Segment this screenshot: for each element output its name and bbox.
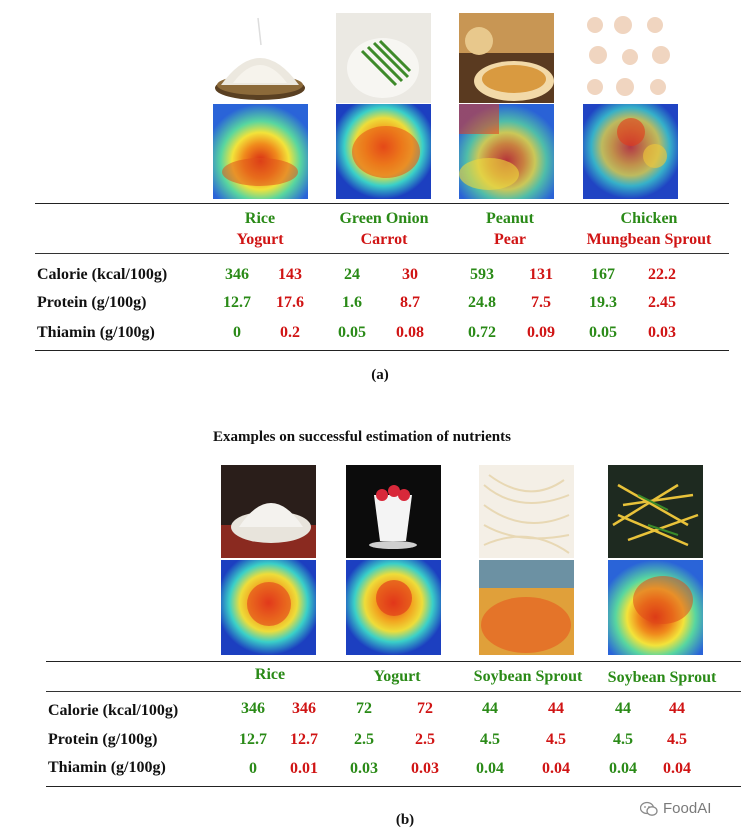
- value-b-cell: 12.7: [290, 731, 318, 748]
- value-b-cell: 4.5: [480, 731, 500, 748]
- header-b-3: Soybean Sprout: [473, 668, 583, 685]
- yogurt-heatmap: [346, 560, 441, 655]
- value-a-cell: 0.05: [589, 324, 617, 341]
- value-b-cell: 44: [615, 700, 631, 717]
- rice-photo: [213, 13, 308, 103]
- value-b-cell: 0.01: [290, 760, 318, 777]
- table-bottom-rule-a: [35, 350, 729, 351]
- value-b-cell: 0.03: [411, 760, 439, 777]
- value-b-cell: 4.5: [667, 731, 687, 748]
- value-a-cell: 0.2: [280, 324, 300, 341]
- header-a-2-gt: Green Onion: [339, 210, 429, 227]
- value-a-cell: 19.3: [589, 294, 617, 311]
- value-b-cell: 0.04: [663, 760, 691, 777]
- value-a-cell: 593: [470, 266, 494, 283]
- header-a-4-est: Mungbean Sprout: [586, 231, 712, 248]
- value-b-cell: 72: [417, 700, 433, 717]
- table-bottom-rule-b: [46, 786, 741, 787]
- value-a-cell: 8.7: [400, 294, 420, 311]
- yogurt-photo: [346, 465, 441, 558]
- value-a-cell: 24: [344, 266, 360, 283]
- caption-a: (a): [371, 367, 389, 383]
- peanut-heatmap: [459, 104, 554, 199]
- section-title-b: Examples on successful estimation of nut…: [213, 429, 511, 445]
- value-b-cell: 4.5: [546, 731, 566, 748]
- value-a-cell: 1.6: [342, 294, 362, 311]
- value-b-cell: 12.7: [239, 731, 267, 748]
- value-a-cell: 0.05: [338, 324, 366, 341]
- value-b-cell: 0.04: [476, 760, 504, 777]
- value-a-cell: 30: [402, 266, 418, 283]
- header-b-4: Soybean Sprout: [607, 669, 717, 686]
- row-label-thiamin-b: Thiamin (g/100g): [48, 759, 166, 776]
- value-a-cell: 22.2: [648, 266, 676, 283]
- value-a-cell: 143: [278, 266, 302, 283]
- value-b-cell: 44: [482, 700, 498, 717]
- header-b-1: Rice: [254, 666, 286, 683]
- rice-heatmap: [213, 104, 308, 199]
- watermark-text: FoodAI: [663, 800, 712, 817]
- green-onion-heatmap: [336, 104, 431, 199]
- value-a-cell: 0.09: [527, 324, 555, 341]
- value-b-cell: 0.04: [609, 760, 637, 777]
- header-a-1-est: Yogurt: [236, 231, 284, 248]
- rice-photo-b: [221, 465, 316, 558]
- value-b-cell: 4.5: [613, 731, 633, 748]
- value-b-cell: 0.04: [542, 760, 570, 777]
- header-a-3-gt: Peanut: [486, 210, 534, 227]
- value-a-cell: 0.72: [468, 324, 496, 341]
- value-a-cell: 2.45: [648, 294, 676, 311]
- caption-b: (b): [395, 812, 415, 828]
- value-a-cell: 346: [225, 266, 249, 283]
- value-b-cell: 0: [249, 760, 257, 777]
- peanut-photo: [459, 13, 554, 103]
- value-b-cell: 346: [292, 700, 316, 717]
- value-b-cell: 346: [241, 700, 265, 717]
- row-label-protein-a: Protein (g/100g): [37, 294, 147, 311]
- value-a-cell: 0.03: [648, 324, 676, 341]
- header-a-2-est: Carrot: [360, 231, 408, 248]
- value-a-cell: 167: [591, 266, 615, 283]
- rice-heatmap-b: [221, 560, 316, 655]
- chicken-heatmap: [583, 104, 678, 199]
- header-a-1-gt: Rice: [244, 210, 276, 227]
- value-a-cell: 0: [233, 324, 241, 341]
- row-label-protein-b: Protein (g/100g): [48, 731, 158, 748]
- value-b-cell: 0.03: [350, 760, 378, 777]
- table-top-rule-a: [35, 203, 729, 204]
- value-a-cell: 131: [529, 266, 553, 283]
- header-b-2: Yogurt: [373, 668, 421, 685]
- row-label-calorie-b: Calorie (kcal/100g): [48, 702, 179, 719]
- header-a-3-est: Pear: [494, 231, 526, 248]
- table-top-rule-b: [46, 661, 741, 662]
- value-a-cell: 7.5: [531, 294, 551, 311]
- soybean-sprout-photo-2: [608, 465, 703, 558]
- soybean-sprout-heatmap-1: [479, 560, 574, 655]
- table-mid-rule-b: [46, 691, 741, 692]
- header-a-4-gt: Chicken: [620, 210, 678, 227]
- soybean-sprout-photo-1: [479, 465, 574, 558]
- table-mid-rule-a: [35, 253, 729, 254]
- chicken-photo: [583, 13, 678, 103]
- value-a-cell: 12.7: [223, 294, 251, 311]
- value-b-cell: 72: [356, 700, 372, 717]
- row-label-thiamin-a: Thiamin (g/100g): [37, 324, 155, 341]
- soybean-sprout-heatmap-2: [608, 560, 703, 655]
- value-a-cell: 0.08: [396, 324, 424, 341]
- row-label-calorie-a: Calorie (kcal/100g): [37, 266, 168, 283]
- green-onion-photo: [336, 13, 431, 103]
- wechat-icon: [639, 800, 658, 818]
- value-b-cell: 44: [669, 700, 685, 717]
- value-b-cell: 44: [548, 700, 564, 717]
- value-b-cell: 2.5: [354, 731, 374, 748]
- value-b-cell: 2.5: [415, 731, 435, 748]
- value-a-cell: 17.6: [276, 294, 304, 311]
- value-a-cell: 24.8: [468, 294, 496, 311]
